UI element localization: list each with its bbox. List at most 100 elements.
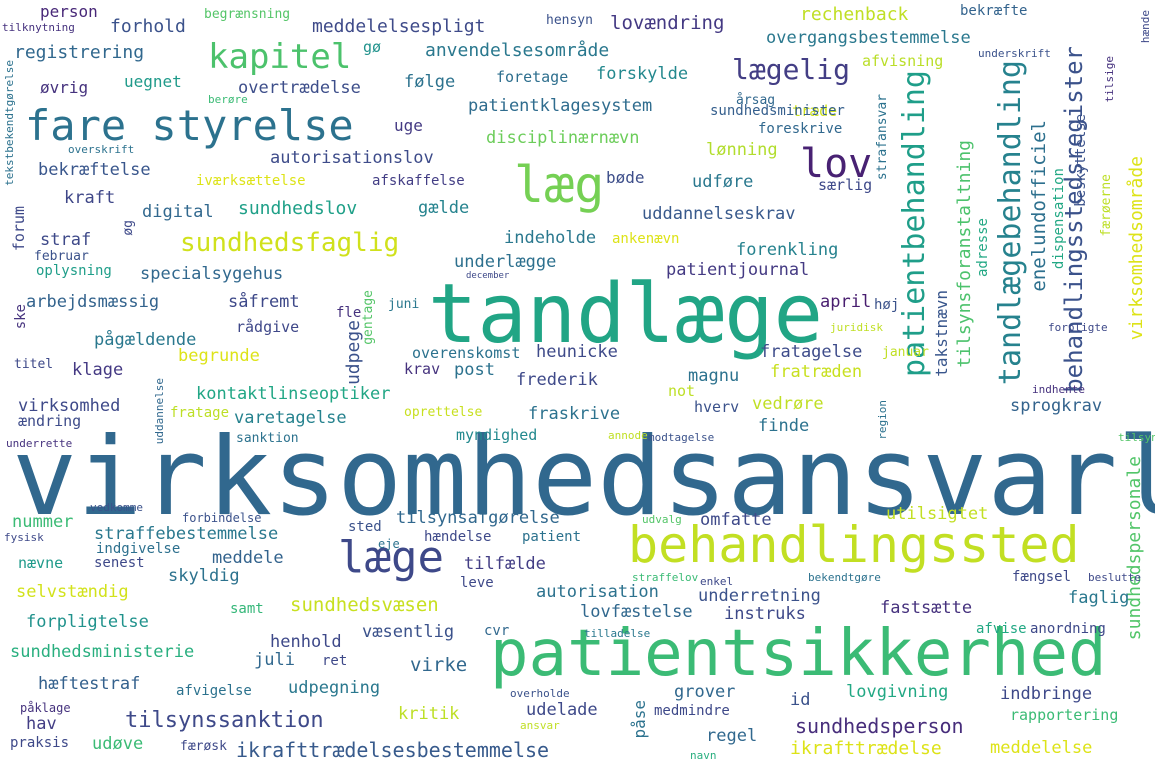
cloud-word: straffelov xyxy=(632,571,699,584)
cloud-word: juli xyxy=(254,650,295,670)
cloud-word: ske xyxy=(13,304,29,330)
cloud-word: patientbehandling xyxy=(897,70,932,378)
cloud-word: færøerne xyxy=(1099,174,1114,237)
cloud-word: dispensation xyxy=(1051,168,1067,270)
cloud-word: lønning xyxy=(706,140,778,160)
cloud-word: tilsynsforanstaltning xyxy=(954,140,975,368)
cloud-word: lægelig xyxy=(732,53,851,86)
cloud-word: frederik xyxy=(516,370,598,390)
cloud-word: rapportering xyxy=(1010,706,1119,724)
cloud-word: myndighed xyxy=(456,426,538,444)
cloud-word: forum xyxy=(10,206,28,252)
cloud-word: klage xyxy=(72,360,124,380)
cloud-word: heunicke xyxy=(536,342,618,362)
cloud-word: sundhedsperson xyxy=(795,714,964,738)
cloud-word: hæftestraf xyxy=(38,674,141,694)
cloud-word: forskylde xyxy=(596,64,689,84)
cloud-word: utilsigtet xyxy=(886,504,989,524)
cloud-word: skyldig xyxy=(168,566,240,586)
cloud-word: underskrift xyxy=(978,47,1051,60)
cloud-word: titel xyxy=(14,357,54,372)
cloud-word: beskyttelse xyxy=(1073,114,1089,207)
cloud-word: træde xyxy=(792,102,838,120)
cloud-word: væsentlig xyxy=(362,622,455,642)
cloud-word: underrette xyxy=(6,437,73,450)
cloud-word: medmindre xyxy=(654,703,730,719)
cloud-word: virke xyxy=(410,654,468,676)
cloud-word: kraft xyxy=(64,188,116,208)
cloud-word: afvise xyxy=(976,621,1027,637)
cloud-word: tilsynsafgørelse xyxy=(396,508,560,528)
cloud-word: tekstbekendtgørelse xyxy=(3,60,16,186)
cloud-word: udelade xyxy=(526,700,598,720)
cloud-word: modtagelse xyxy=(648,431,715,444)
cloud-word: hensyn xyxy=(546,13,593,28)
cloud-word: rechenback xyxy=(800,4,909,25)
cloud-word: tilsyn xyxy=(1118,431,1155,444)
cloud-word: bekendtgøre xyxy=(808,571,881,584)
cloud-word: begrænsning xyxy=(204,7,291,22)
cloud-word: overskrift xyxy=(68,143,135,156)
cloud-word: fratage xyxy=(170,405,230,421)
cloud-word: øg xyxy=(121,220,136,236)
cloud-word: overholde xyxy=(510,687,570,700)
cloud-word: leve xyxy=(460,575,494,591)
cloud-word: uddannelseskrav xyxy=(642,204,796,224)
cloud-word: følge xyxy=(404,72,456,92)
cloud-word: vedrøre xyxy=(752,394,824,414)
cloud-word: tilladelse xyxy=(584,627,651,640)
cloud-word: patientjournal xyxy=(666,260,810,280)
cloud-word: ansvar xyxy=(520,719,560,732)
cloud-word: fratagelse xyxy=(760,342,863,362)
cloud-word: læge xyxy=(338,532,444,583)
cloud-word: fængsel xyxy=(1012,569,1072,585)
cloud-word: udvalg xyxy=(642,513,682,526)
cloud-word: forpligtelse xyxy=(26,612,149,632)
cloud-word: meddelelsespligt xyxy=(312,16,486,37)
cloud-word: kapitel xyxy=(208,37,352,77)
cloud-word: fastsætte xyxy=(880,598,973,618)
cloud-word: tilknytning xyxy=(2,21,75,34)
cloud-word: praksis xyxy=(10,735,70,751)
cloud-word: underretning xyxy=(698,586,821,606)
cloud-word: sanktion xyxy=(236,431,299,446)
cloud-word: sundhedsvæsen xyxy=(290,594,439,616)
cloud-word: særlig xyxy=(818,176,873,194)
cloud-word: patient xyxy=(522,529,582,545)
cloud-word: hav xyxy=(26,714,57,734)
cloud-word: berøre xyxy=(208,93,248,106)
cloud-word: øvrig xyxy=(40,78,89,97)
cloud-word: navn xyxy=(690,749,717,762)
cloud-word: enelundofficiel xyxy=(1028,120,1050,292)
cloud-word: hændelse xyxy=(424,529,492,545)
cloud-word: cvr xyxy=(484,623,510,639)
cloud-word: overtrædelse xyxy=(238,78,361,98)
cloud-word: instruks xyxy=(724,604,806,624)
cloud-word: oplysning xyxy=(36,263,112,279)
cloud-word: virksomhedsansvarlig xyxy=(12,415,1155,540)
cloud-word: regel xyxy=(706,726,758,746)
cloud-word: annode xyxy=(608,429,648,442)
cloud-word: pågældende xyxy=(94,330,197,350)
cloud-word: forhold xyxy=(110,16,186,37)
cloud-word: vedkomme xyxy=(90,501,143,514)
cloud-word: specialsygehus xyxy=(140,264,284,284)
cloud-word: senest xyxy=(94,555,145,571)
cloud-word: fle xyxy=(336,305,362,321)
cloud-word: strafansvar xyxy=(875,94,890,181)
cloud-word: krav xyxy=(404,360,441,378)
cloud-word: post xyxy=(454,360,495,380)
cloud-word: ret xyxy=(322,653,348,669)
cloud-word: beslutte xyxy=(1088,571,1141,584)
cloud-word: eje xyxy=(378,537,400,551)
cloud-word: ikrafttrædelsesbestemmelse xyxy=(236,738,550,762)
cloud-word: nævne xyxy=(18,554,64,572)
cloud-word: påklage xyxy=(20,701,71,715)
cloud-word: forenkling xyxy=(736,240,839,260)
cloud-word: april xyxy=(820,292,872,312)
cloud-word: juridisk xyxy=(830,321,883,334)
cloud-word: iværksættelse xyxy=(196,173,306,189)
cloud-word: forbindelse xyxy=(182,511,262,525)
cloud-word: finde xyxy=(758,416,810,436)
